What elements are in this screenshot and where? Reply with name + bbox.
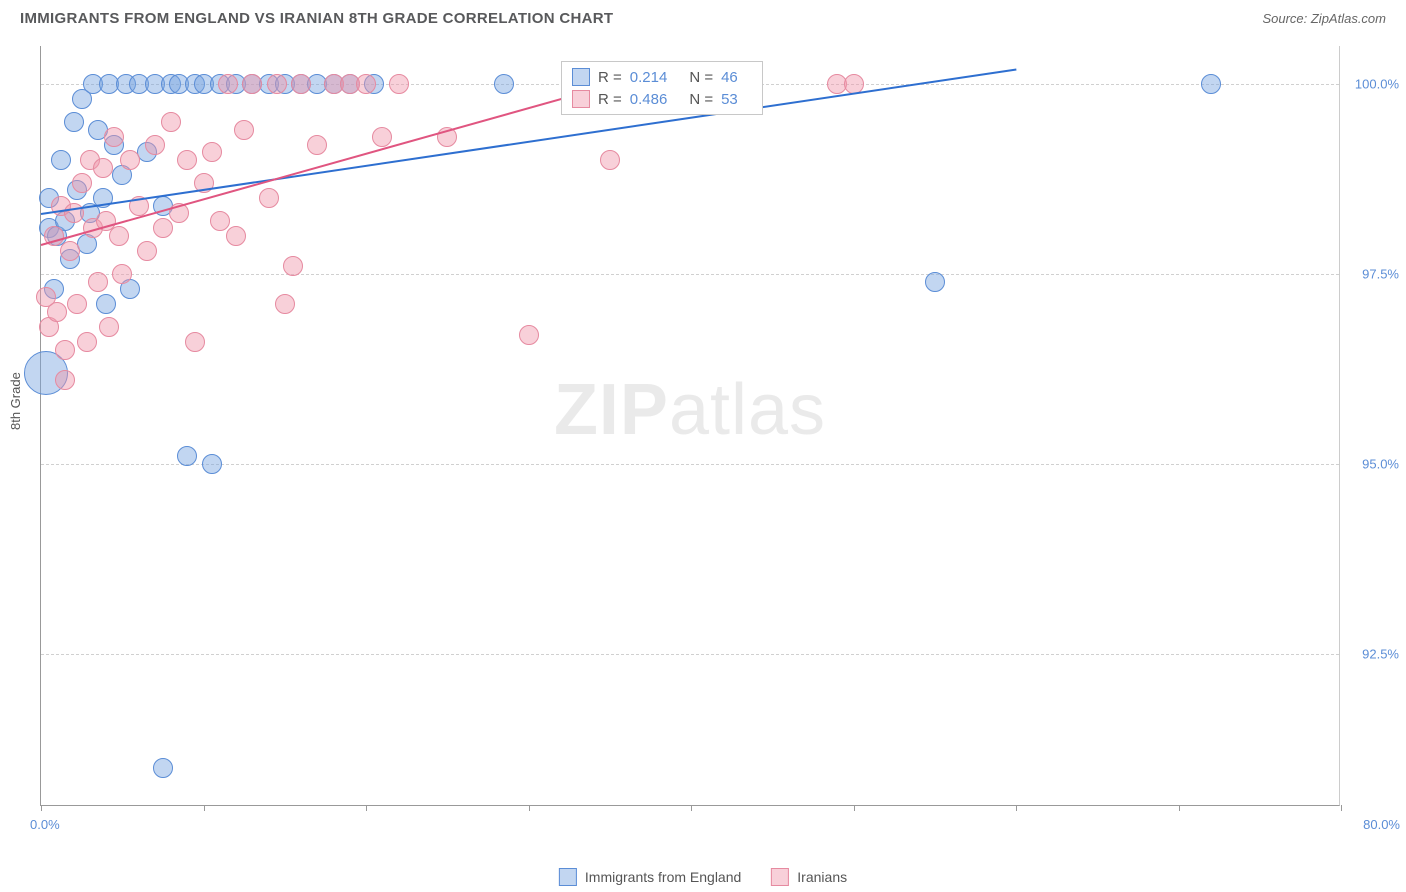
y-tick-label: 92.5% — [1362, 647, 1399, 662]
y-axis-label: 8th Grade — [8, 372, 23, 430]
gridline — [41, 654, 1339, 655]
x-tick — [1179, 805, 1180, 811]
marker-iranians — [88, 272, 108, 292]
marker-england — [51, 150, 71, 170]
marker-iranians — [600, 150, 620, 170]
marker-england — [1201, 74, 1221, 94]
stat-box: R = 0.214 N = 46 R = 0.486 N = 53 — [561, 61, 763, 115]
x-axis-end-label: 80.0% — [1363, 817, 1400, 832]
stat-r-label: R = — [598, 69, 622, 86]
chart-source: Source: ZipAtlas.com — [1262, 11, 1386, 26]
x-axis-start-label: 0.0% — [30, 817, 60, 832]
stat-r-value: 0.486 — [630, 91, 668, 108]
marker-iranians — [55, 370, 75, 390]
marker-england — [494, 74, 514, 94]
marker-iranians — [389, 74, 409, 94]
marker-iranians — [67, 294, 87, 314]
marker-iranians — [104, 127, 124, 147]
marker-iranians — [234, 120, 254, 140]
gridline — [41, 274, 1339, 275]
marker-england — [64, 112, 84, 132]
y-tick-label: 95.0% — [1362, 457, 1399, 472]
marker-iranians — [60, 241, 80, 261]
watermark-zip: ZIP — [554, 370, 669, 450]
marker-iranians — [291, 74, 311, 94]
marker-iranians — [242, 74, 262, 94]
legend-swatch-iranians — [771, 868, 789, 886]
marker-iranians — [153, 218, 173, 238]
marker-iranians — [112, 264, 132, 284]
legend-label-iranians: Iranians — [797, 869, 847, 885]
x-tick — [1341, 805, 1342, 811]
watermark: ZIPatlas — [554, 369, 826, 451]
marker-iranians — [185, 332, 205, 352]
marker-england — [96, 294, 116, 314]
marker-iranians — [120, 150, 140, 170]
marker-iranians — [519, 325, 539, 345]
marker-iranians — [356, 74, 376, 94]
x-tick — [691, 805, 692, 811]
marker-iranians — [210, 211, 230, 231]
marker-iranians — [307, 135, 327, 155]
y-tick-label: 97.5% — [1362, 267, 1399, 282]
source-label: Source: — [1262, 11, 1310, 26]
marker-iranians — [226, 226, 246, 246]
marker-england — [925, 272, 945, 292]
x-tick — [204, 805, 205, 811]
marker-iranians — [93, 158, 113, 178]
legend-item-iranians: Iranians — [771, 868, 847, 886]
legend-swatch-england — [559, 868, 577, 886]
legend-item-england: Immigrants from England — [559, 868, 741, 886]
marker-iranians — [99, 317, 119, 337]
marker-iranians — [259, 188, 279, 208]
marker-iranians — [47, 302, 67, 322]
legend-label-england: Immigrants from England — [585, 869, 741, 885]
marker-england — [202, 454, 222, 474]
marker-iranians — [218, 74, 238, 94]
marker-iranians — [145, 135, 165, 155]
stat-n-label: N = — [689, 69, 713, 86]
marker-iranians — [202, 142, 222, 162]
marker-iranians — [137, 241, 157, 261]
marker-iranians — [275, 294, 295, 314]
stat-n-value: 53 — [721, 91, 738, 108]
marker-iranians — [161, 112, 181, 132]
marker-iranians — [77, 332, 97, 352]
marker-england — [177, 446, 197, 466]
marker-iranians — [372, 127, 392, 147]
stat-r-value: 0.214 — [630, 69, 668, 86]
marker-iranians — [72, 173, 92, 193]
marker-iranians — [55, 340, 75, 360]
stat-swatch-iranians — [572, 90, 590, 108]
y-tick-label: 100.0% — [1355, 77, 1399, 92]
chart-header: IMMIGRANTS FROM ENGLAND VS IRANIAN 8TH G… — [0, 0, 1406, 35]
marker-england — [153, 758, 173, 778]
stat-n-label: N = — [689, 91, 713, 108]
chart-title: IMMIGRANTS FROM ENGLAND VS IRANIAN 8TH G… — [20, 10, 613, 27]
stat-r-label: R = — [598, 91, 622, 108]
gridline — [41, 464, 1339, 465]
x-tick — [41, 805, 42, 811]
watermark-atlas: atlas — [669, 370, 826, 450]
marker-iranians — [283, 256, 303, 276]
x-tick — [854, 805, 855, 811]
marker-iranians — [177, 150, 197, 170]
stat-swatch-england — [572, 68, 590, 86]
bottom-legend: Immigrants from England Iranians — [559, 868, 847, 886]
stat-row: R = 0.214 N = 46 — [572, 66, 752, 88]
x-tick — [529, 805, 530, 811]
marker-iranians — [109, 226, 129, 246]
x-tick — [366, 805, 367, 811]
stat-row: R = 0.486 N = 53 — [572, 88, 752, 110]
stat-n-value: 46 — [721, 69, 738, 86]
chart-container: ZIPatlas 92.5%95.0%97.5%100.0%R = 0.214N… — [40, 46, 1340, 806]
marker-iranians — [267, 74, 287, 94]
plot-area: ZIPatlas 92.5%95.0%97.5%100.0%R = 0.214N… — [40, 46, 1340, 806]
source-value: ZipAtlas.com — [1311, 11, 1386, 26]
x-tick — [1016, 805, 1017, 811]
